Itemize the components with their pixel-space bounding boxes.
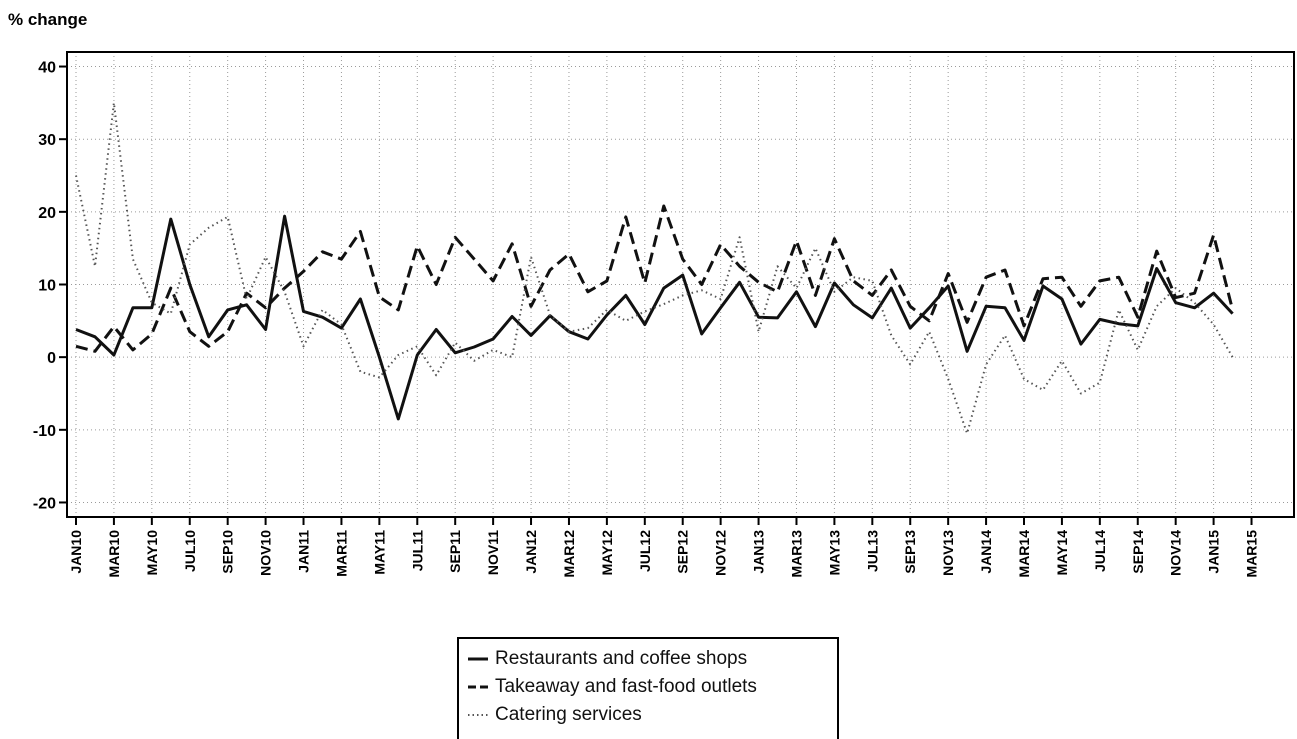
y-tick-label: 30 (38, 132, 56, 149)
x-tick-label: NOV10 (258, 530, 274, 576)
x-tick-label: SEP10 (220, 530, 236, 574)
series-line-1 (75, 204, 1235, 353)
grid-lines (67, 52, 1294, 517)
solid-line-swatch-icon (468, 657, 488, 661)
legend-item-takeaway: Takeaway and fast-food outlets (467, 673, 757, 701)
y-tick-label: -10 (33, 423, 56, 440)
legend-label-restaurants: Restaurants and coffee shops (495, 648, 748, 669)
x-tick-label: JUL12 (637, 530, 653, 572)
dashed-line-swatch-icon (468, 685, 488, 689)
x-tick-label: JUL13 (864, 530, 880, 572)
legend-item-catering: Catering services (467, 701, 642, 729)
x-axis: JAN10 MAR10 MAY10 JUL10 SEP10 NOV10 JAN11 MAR11… (68, 517, 1260, 577)
legend: Restaurants and coffee shops Takeaway an… (457, 637, 839, 739)
x-tick-label: JAN11 (296, 530, 312, 573)
dotted-line-swatch-icon (468, 714, 488, 716)
series-line-2 (75, 101, 1234, 435)
x-tick-label: JUL10 (182, 530, 198, 572)
y-tick-label: 10 (38, 278, 56, 295)
x-tick-label: NOV11 (485, 530, 501, 575)
x-tick-label: JUL11 (409, 530, 425, 571)
x-tick-label: JUL14 (1092, 530, 1108, 572)
x-tick-label: JAN13 (751, 530, 767, 574)
y-tick-label: 20 (38, 205, 56, 222)
x-tick-label: MAY13 (826, 530, 842, 576)
y-tick-label: 40 (38, 60, 56, 77)
x-tick-label: JAN10 (68, 530, 84, 574)
x-tick-label: MAR14 (1016, 530, 1032, 578)
series-line-0 (75, 214, 1234, 421)
y-tick-label: -20 (33, 495, 56, 512)
legend-label-catering: Catering services (495, 704, 642, 725)
x-tick-label: MAR10 (106, 530, 122, 578)
x-tick-label: MAR13 (788, 530, 804, 578)
y-axis-title: % change (8, 10, 88, 29)
x-tick-label: MAR12 (561, 530, 577, 578)
x-tick-label: MAR15 (1244, 530, 1260, 578)
x-tick-label: JAN12 (523, 530, 539, 574)
y-axis: 40 30 20 10 0 -10 -20 (33, 60, 67, 512)
x-tick-label: SEP12 (675, 530, 691, 574)
y-tick-label: 0 (47, 350, 56, 367)
x-tick-label: MAY12 (599, 530, 615, 576)
x-tick-label: SEP11 (447, 530, 463, 573)
series-lines (75, 101, 1235, 435)
x-tick-label: SEP13 (902, 530, 918, 574)
x-tick-label: NOV12 (713, 530, 729, 576)
x-tick-label: SEP14 (1130, 530, 1146, 574)
x-tick-label: NOV14 (1168, 530, 1184, 576)
x-tick-label: JAN15 (1206, 530, 1222, 574)
x-tick-label: MAY11 (371, 530, 387, 575)
x-tick-label: NOV13 (940, 530, 956, 576)
x-tick-label: MAY14 (1054, 530, 1070, 576)
x-tick-label: MAY10 (144, 530, 160, 576)
x-tick-label: JAN14 (978, 530, 994, 574)
x-tick-label: MAR11 (333, 530, 349, 577)
legend-label-takeaway: Takeaway and fast-food outlets (495, 676, 757, 697)
legend-item-restaurants: Restaurants and coffee shops (467, 645, 747, 673)
